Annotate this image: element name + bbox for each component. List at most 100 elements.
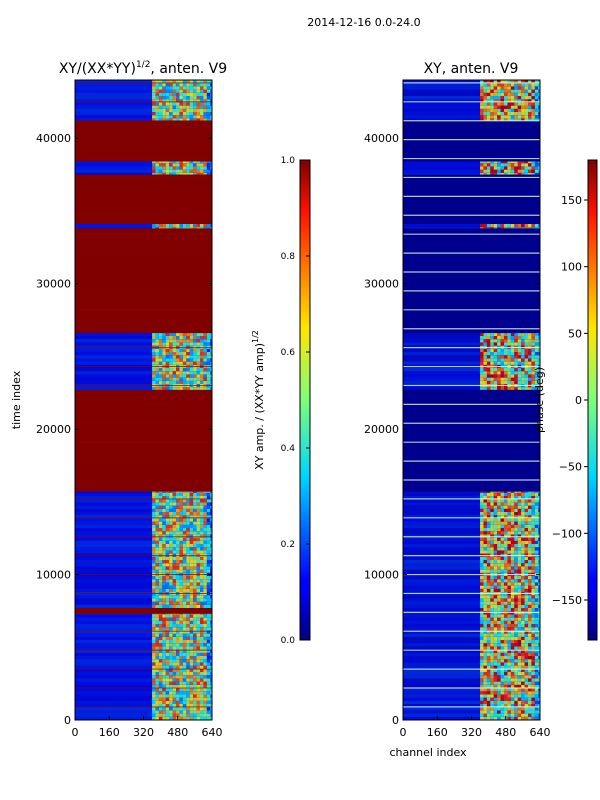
heatmap-cell	[162, 633, 166, 637]
heatmap-cell	[538, 537, 540, 541]
heatmap-cell	[483, 716, 487, 720]
heatmap-cell	[517, 659, 522, 663]
heatmap-cell	[497, 656, 501, 660]
heatmap-cell	[510, 556, 515, 560]
heatmap-cell	[480, 713, 484, 717]
heatmap-cell	[528, 681, 532, 685]
heatmap-cell	[538, 585, 540, 589]
heatmap-cell	[203, 582, 207, 586]
heatmap-cell	[500, 649, 505, 653]
heatmap-cell	[176, 496, 180, 500]
heatmap-cell	[210, 716, 212, 720]
heatmap-cell	[524, 700, 529, 704]
heatmap-cell	[538, 681, 540, 685]
heatmap-cell	[500, 675, 505, 679]
heatmap-row	[403, 710, 540, 714]
heatmap-cell	[179, 508, 183, 512]
heatmap-cell	[155, 345, 159, 349]
heatmap-cell	[203, 86, 207, 90]
heatmap-row	[75, 700, 212, 704]
heatmap-cell	[162, 518, 166, 522]
heatmap-cell	[490, 665, 494, 669]
heatmap-cell	[162, 649, 166, 653]
heatmap-cell	[152, 576, 156, 580]
heatmap-row	[75, 540, 212, 544]
heatmap-cell	[483, 582, 487, 586]
heatmap-cell	[480, 608, 484, 612]
heatmap-cell	[193, 544, 197, 548]
heatmap-cell	[162, 553, 166, 557]
heatmap-cell	[521, 617, 525, 621]
heatmap-cell	[172, 339, 177, 343]
heatmap-cell	[480, 563, 484, 567]
heatmap-cell	[510, 662, 515, 666]
heatmap-cell	[176, 649, 180, 653]
heatmap-cell	[200, 332, 204, 336]
heatmap-cell	[510, 694, 515, 698]
heatmap-cell	[169, 380, 173, 384]
heatmap-cell	[500, 707, 505, 711]
heatmap-cell	[514, 713, 518, 717]
heatmap-cell	[524, 598, 529, 602]
heatmap-cell	[162, 617, 166, 621]
heatmap-cell	[186, 556, 190, 560]
heatmap-cell	[179, 716, 183, 720]
heatmap-cell	[162, 371, 166, 375]
heatmap-cell	[517, 716, 522, 720]
heatmap-cell	[480, 566, 484, 570]
heatmap-cell	[193, 636, 197, 640]
heatmap-cell	[158, 544, 163, 548]
heatmap-cell	[210, 694, 212, 698]
heatmap-cell	[162, 688, 166, 692]
heatmap-cell	[206, 224, 211, 228]
heatmap-cell	[497, 560, 501, 564]
heatmap-cell	[155, 332, 159, 336]
heatmap-cell	[483, 649, 487, 653]
heatmap-cell	[193, 560, 197, 564]
heatmap-cell	[152, 649, 156, 653]
heatmap-cell	[152, 595, 156, 599]
heatmap-cell	[176, 569, 180, 573]
heatmap-cell	[510, 534, 515, 538]
heatmap-cell	[480, 582, 484, 586]
heatmap-cell	[152, 368, 156, 372]
heatmap-cell	[158, 86, 163, 90]
heatmap-cell	[155, 627, 159, 631]
heatmap-cell	[480, 716, 484, 720]
heatmap-cell	[165, 496, 170, 500]
heatmap-cell	[169, 716, 173, 720]
heatmap-cell	[162, 361, 166, 365]
heatmap-cell	[186, 563, 190, 567]
heatmap-cell	[200, 640, 204, 644]
heatmap-cell	[210, 614, 212, 618]
heatmap-cell	[196, 560, 201, 564]
heatmap-cell	[486, 672, 491, 676]
heatmap-cell	[179, 105, 183, 109]
heatmap-cell	[528, 675, 532, 679]
heatmap-cell	[538, 675, 540, 679]
heatmap-cell	[507, 636, 511, 640]
heatmap-cell	[186, 358, 190, 362]
heatmap-cell	[504, 707, 508, 711]
heatmap-cell	[196, 710, 201, 714]
heatmap-cell	[200, 665, 204, 669]
heatmap-cell	[165, 339, 170, 343]
heatmap-cell	[186, 505, 190, 509]
heatmap-cell	[165, 512, 170, 516]
heatmap-cell	[514, 540, 518, 544]
heatmap-cell	[210, 534, 212, 538]
heatmap-cell	[182, 633, 187, 637]
heatmap-cell	[486, 668, 491, 672]
heatmap-cell	[189, 636, 194, 640]
heatmap-cell	[480, 547, 484, 551]
heatmap-cell	[179, 700, 183, 704]
heatmap-cell	[200, 99, 204, 103]
heatmap-cell	[165, 524, 170, 528]
heatmap-cell	[206, 649, 211, 653]
heatmap-cell	[193, 633, 197, 637]
heatmap-cell	[203, 92, 207, 96]
heatmap-cell	[196, 662, 201, 666]
heatmap-cell	[158, 569, 163, 573]
heatmap-cell	[483, 566, 487, 570]
heatmap-cell	[504, 566, 508, 570]
